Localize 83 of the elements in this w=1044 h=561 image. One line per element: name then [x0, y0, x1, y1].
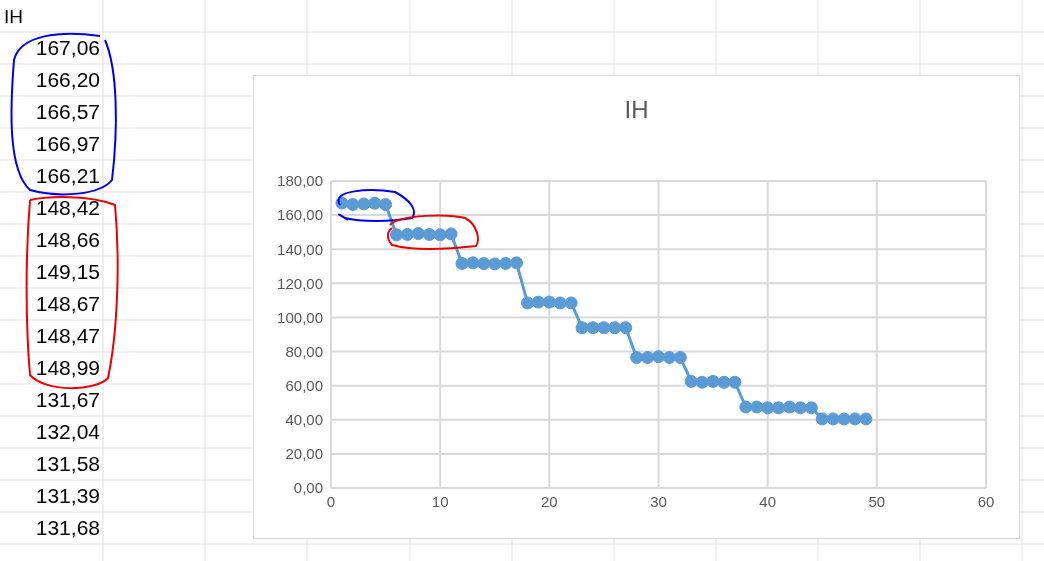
- point: [761, 401, 775, 415]
- y-tick-label: 100,00: [277, 308, 323, 326]
- text: 131,39: [34, 483, 101, 509]
- point: [400, 227, 414, 241]
- point: [411, 227, 425, 241]
- point: [837, 412, 851, 426]
- point: [695, 375, 709, 389]
- point: [662, 351, 676, 365]
- point: [750, 400, 764, 414]
- text: 131,68: [34, 515, 101, 541]
- point: [542, 295, 556, 309]
- point: [422, 227, 436, 241]
- y-tick-label: 140,00: [277, 240, 323, 258]
- point: [521, 296, 534, 310]
- point: [575, 321, 589, 335]
- text: IH: [3, 5, 24, 29]
- chart-title: IH: [623, 96, 650, 124]
- point: [597, 321, 611, 335]
- point: [586, 321, 600, 335]
- text: 148,42: [34, 195, 101, 221]
- point: [706, 374, 720, 388]
- point: [379, 198, 393, 212]
- point: [804, 401, 818, 415]
- point: [564, 296, 578, 310]
- text: 166,20: [34, 67, 101, 93]
- text: 132,04: [34, 419, 101, 445]
- y-tick-label: 80,00: [285, 342, 323, 360]
- point: [608, 321, 622, 335]
- y-tick-label: 0,00: [293, 479, 323, 497]
- x-tick-label: 10: [431, 492, 449, 510]
- text: 167,06: [34, 35, 101, 61]
- text: 166,97: [34, 131, 101, 157]
- point: [531, 295, 545, 309]
- text: 166,57: [34, 99, 101, 125]
- point: [357, 197, 371, 211]
- point: [499, 256, 513, 270]
- text: 148,99: [34, 355, 101, 381]
- point: [728, 375, 742, 389]
- point: [826, 412, 840, 426]
- x-tick-label: 40: [759, 492, 777, 510]
- point: [390, 228, 403, 242]
- point: [739, 400, 753, 414]
- y-tick-label: 120,00: [277, 274, 323, 292]
- point: [466, 256, 480, 270]
- y-tick-label: 60,00: [285, 376, 323, 394]
- point: [652, 350, 665, 364]
- point: [477, 257, 491, 271]
- x-tick-label: 60: [977, 492, 995, 510]
- text: 131,67: [34, 387, 101, 413]
- point: [444, 227, 458, 241]
- point: [717, 375, 731, 389]
- point: [346, 198, 360, 212]
- y-tick-label: 160,00: [277, 206, 323, 224]
- x-tick-label: 30: [650, 492, 667, 510]
- point: [368, 196, 382, 210]
- y-tick-label: 20,00: [285, 445, 323, 463]
- point: [783, 400, 796, 414]
- point: [619, 321, 633, 335]
- text: 131,58: [34, 451, 101, 477]
- x-tick-label: 50: [868, 492, 886, 510]
- point: [859, 412, 873, 426]
- point: [641, 351, 655, 365]
- point: [684, 374, 698, 388]
- point: [455, 256, 469, 270]
- point: [793, 401, 807, 415]
- x-tick-label: 20: [540, 492, 558, 510]
- text: 148,47: [34, 323, 101, 349]
- point: [673, 351, 687, 365]
- text: 149,15: [34, 259, 101, 285]
- text: 148,66: [34, 227, 101, 253]
- x-tick-label: 0: [326, 492, 336, 510]
- point: [630, 351, 644, 365]
- point: [553, 296, 567, 310]
- y-tick-label: 180,00: [277, 172, 323, 190]
- point: [488, 257, 502, 271]
- point: [510, 256, 524, 270]
- point: [815, 412, 829, 426]
- point: [433, 228, 447, 242]
- point: [848, 412, 862, 426]
- point: [772, 401, 786, 415]
- text: 148,67: [34, 291, 101, 317]
- text: 166,21: [34, 163, 101, 189]
- y-tick-label: 40,00: [285, 411, 323, 429]
